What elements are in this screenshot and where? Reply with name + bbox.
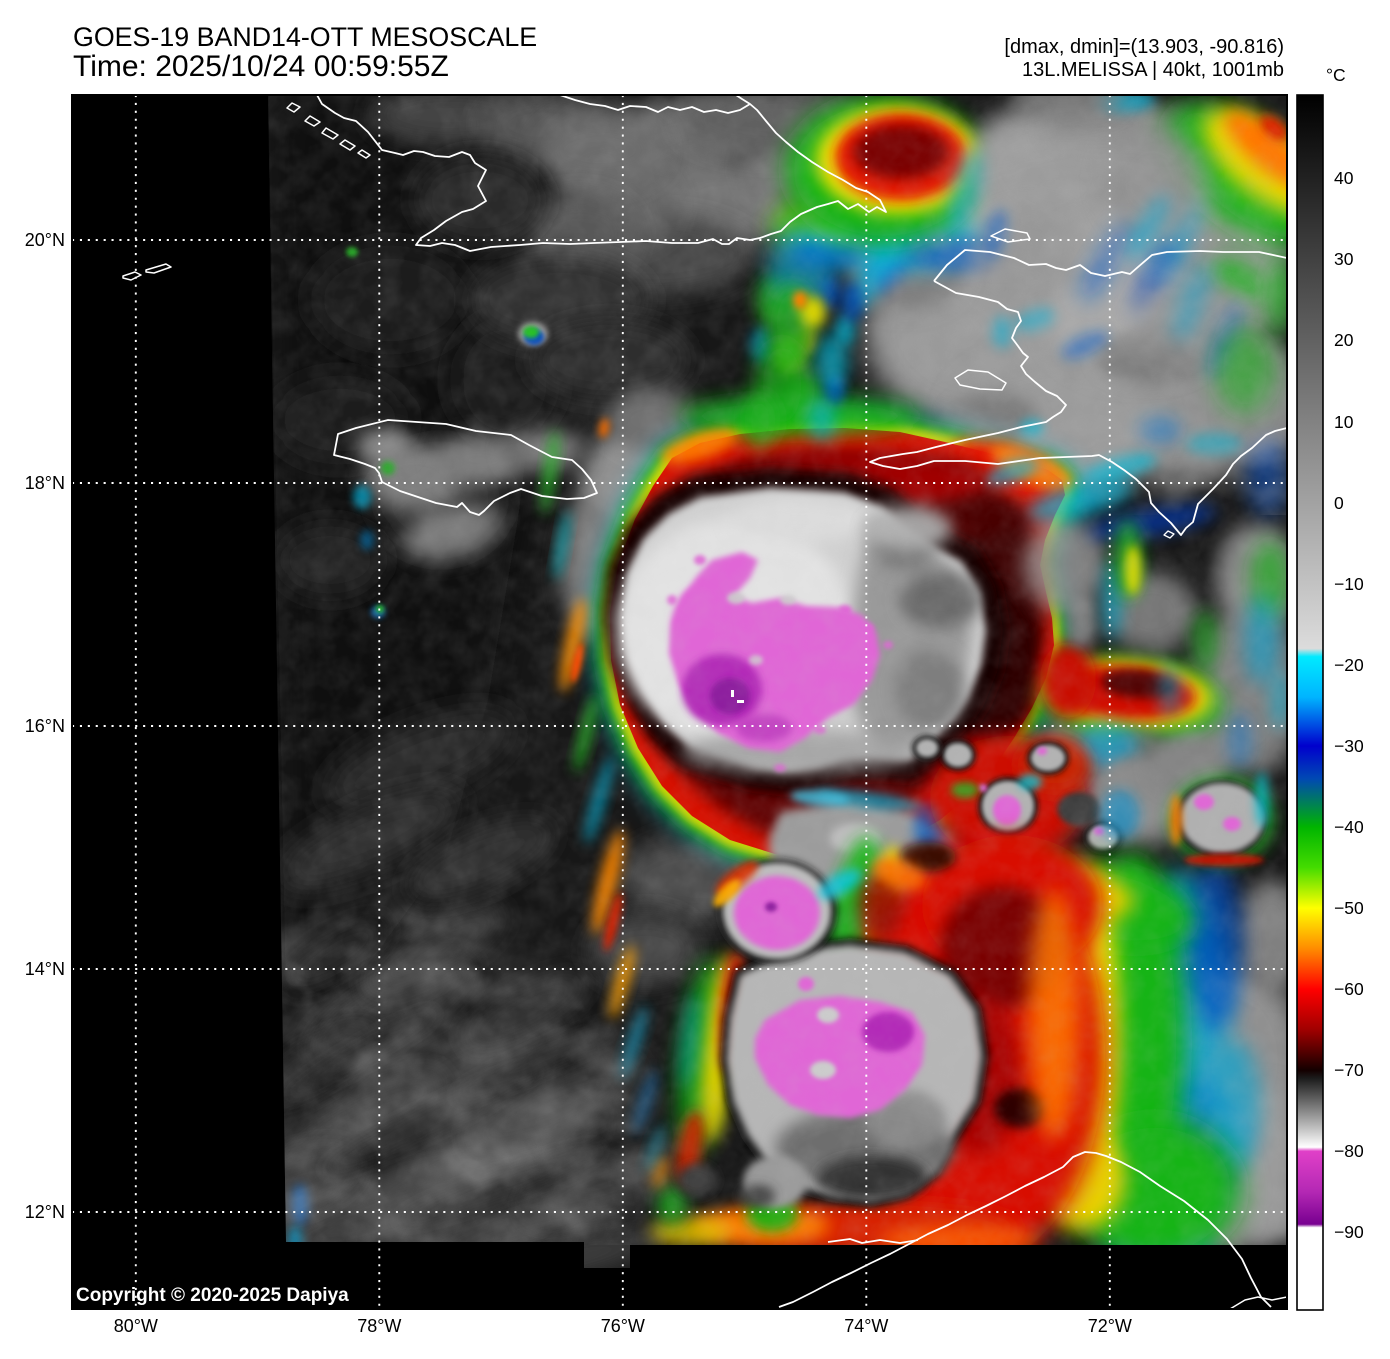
svg-text:13L.MELISSA | 40kt, 1001mb: 13L.MELISSA | 40kt, 1001mb: [1022, 59, 1284, 81]
svg-text:−50: −50: [1334, 898, 1364, 918]
svg-text:14°N: 14°N: [25, 959, 65, 979]
svg-text:−80: −80: [1334, 1141, 1364, 1161]
svg-text:−30: −30: [1334, 736, 1364, 756]
svg-text:[dmax, dmin]=(13.903, -90.816): [dmax, dmin]=(13.903, -90.816): [1004, 36, 1284, 58]
svg-text:−90: −90: [1334, 1222, 1364, 1242]
svg-text:76°W: 76°W: [601, 1316, 645, 1336]
svg-text:72°W: 72°W: [1088, 1316, 1132, 1336]
svg-text:20°N: 20°N: [25, 230, 65, 250]
svg-text:16°N: 16°N: [25, 716, 65, 736]
svg-text:20: 20: [1334, 330, 1354, 350]
svg-text:−40: −40: [1334, 817, 1364, 837]
svg-text:10: 10: [1334, 412, 1354, 432]
svg-text:−70: −70: [1334, 1060, 1364, 1080]
svg-text:GOES-19 BAND14-OTT MESOSCALE: GOES-19 BAND14-OTT MESOSCALE: [73, 22, 537, 52]
svg-text:80°W: 80°W: [114, 1316, 158, 1336]
svg-text:40: 40: [1334, 168, 1354, 188]
svg-text:−10: −10: [1334, 574, 1364, 594]
svg-text:30: 30: [1334, 249, 1354, 269]
svg-text:−20: −20: [1334, 655, 1364, 675]
svg-text:74°W: 74°W: [844, 1316, 888, 1336]
svg-text:78°W: 78°W: [357, 1316, 401, 1336]
svg-text:Time: 2025/10/24 00:59:55Z: Time: 2025/10/24 00:59:55Z: [73, 50, 449, 83]
svg-text:0: 0: [1334, 493, 1344, 513]
svg-text:18°N: 18°N: [25, 473, 65, 493]
svg-text:−60: −60: [1334, 979, 1364, 999]
svg-text:Copyright © 2020-2025 Dapiya: Copyright © 2020-2025 Dapiya: [76, 1285, 349, 1306]
svg-text:°C: °C: [1326, 65, 1346, 85]
svg-text:12°N: 12°N: [25, 1202, 65, 1222]
